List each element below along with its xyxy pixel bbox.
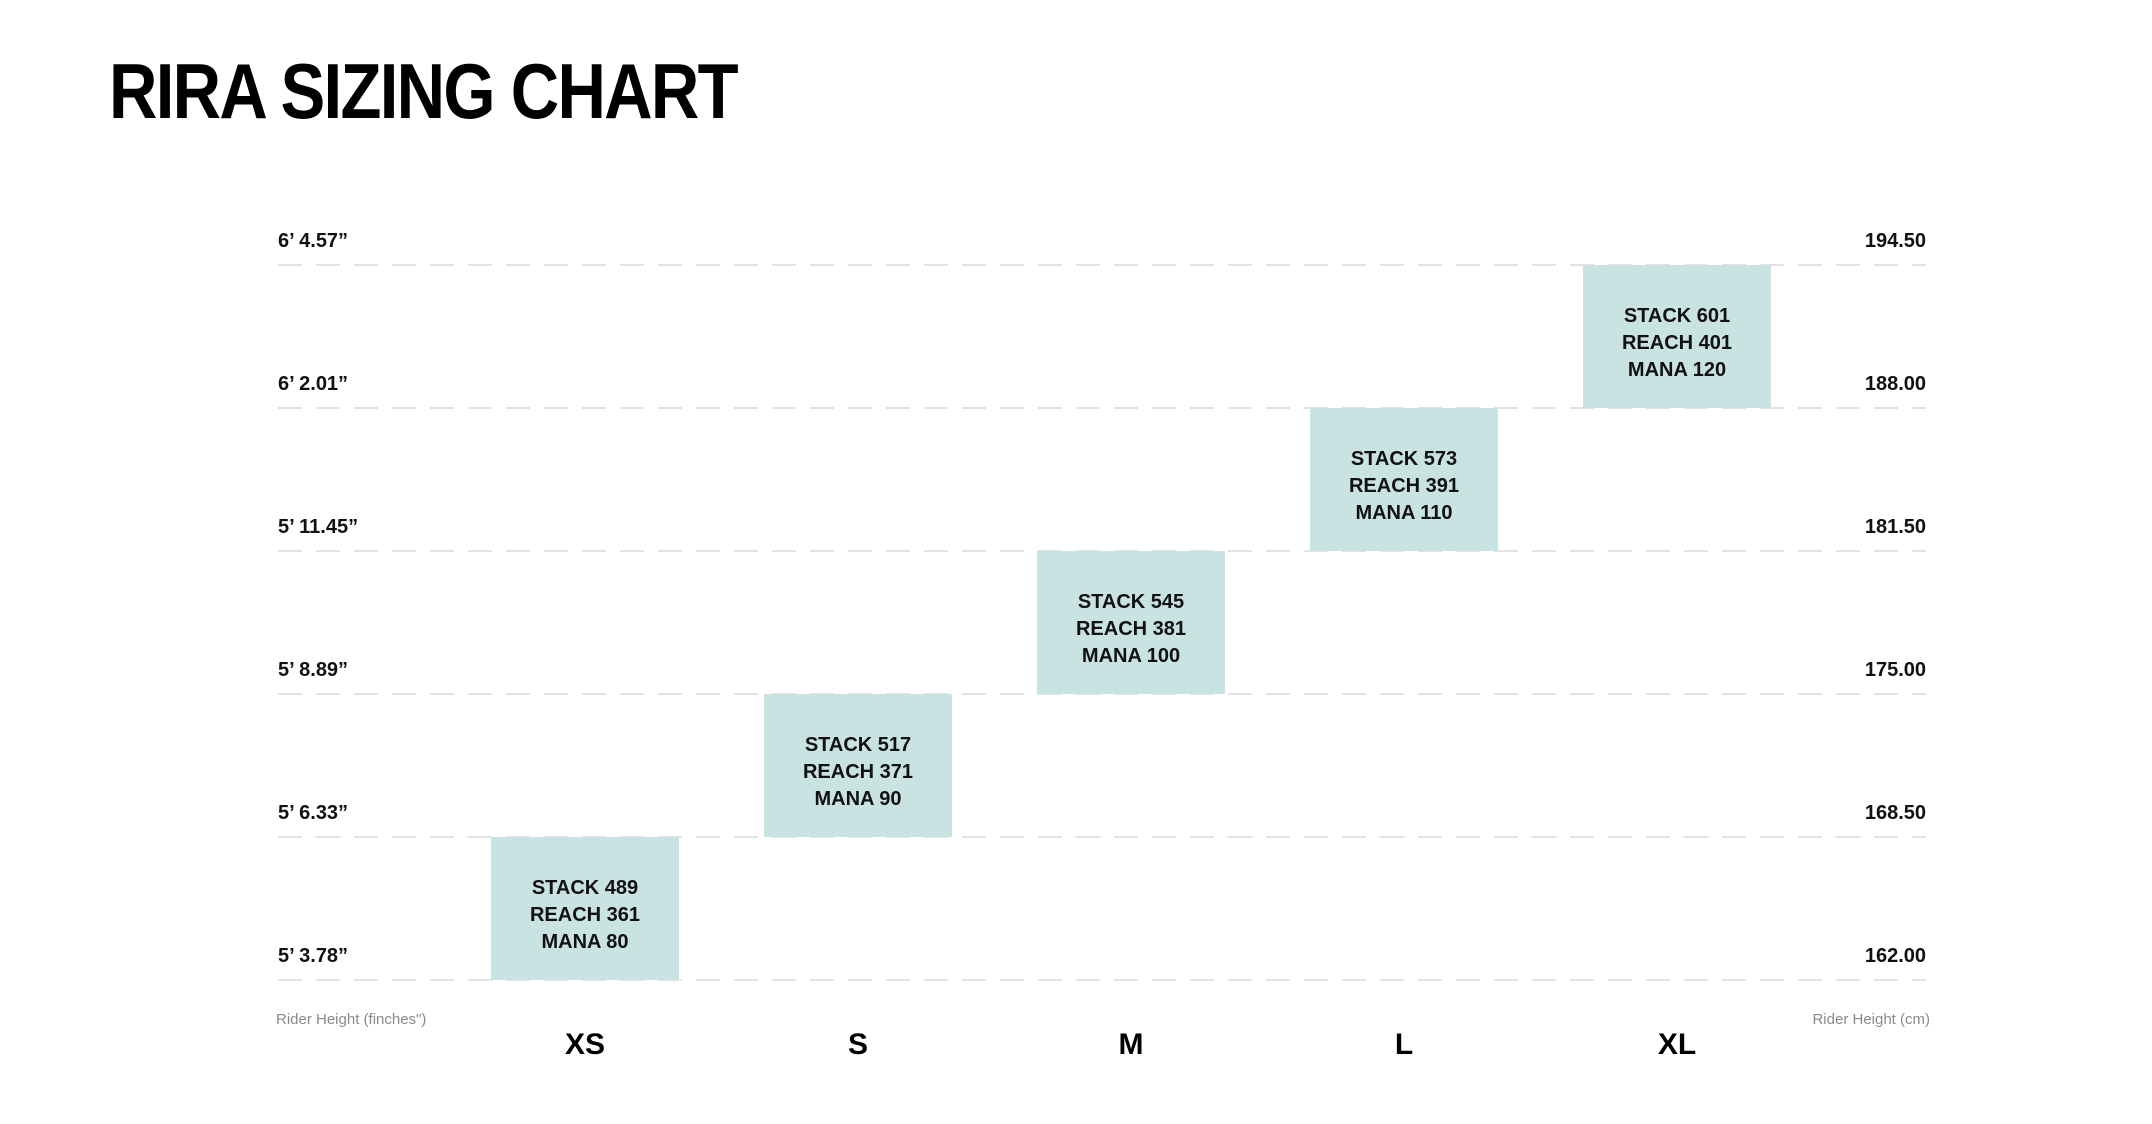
bar-data-label: MANA 80 — [541, 931, 628, 953]
left-tick-label: 6’ 2.01” — [278, 373, 348, 395]
bar-data-label: STACK 517 — [805, 734, 911, 756]
right-tick-label: 168.50 — [1865, 802, 1926, 824]
size-bar-xl — [1583, 265, 1771, 408]
right-tick-label: 181.50 — [1865, 516, 1926, 538]
left-tick-label: 6’ 4.57” — [278, 230, 348, 252]
bar-data-label: MANA 120 — [1628, 359, 1726, 381]
bar-data-label: REACH 361 — [530, 904, 640, 926]
bar-data-label: STACK 601 — [1624, 305, 1730, 327]
size-bar-xs — [491, 837, 679, 980]
left-tick-label: 5’ 6.33” — [278, 802, 348, 824]
left-tick-label: 5’ 11.45” — [278, 516, 358, 538]
size-label-xl: XL — [1658, 1028, 1696, 1061]
bar-data-label: MANA 90 — [814, 788, 901, 810]
bar-data-label: STACK 545 — [1078, 591, 1184, 613]
bar-data-label: STACK 489 — [532, 877, 638, 899]
bar-data-label: STACK 573 — [1351, 448, 1457, 470]
bar-data-label: REACH 391 — [1349, 475, 1459, 497]
size-bar-s — [764, 694, 952, 837]
size-label-xs: XS — [565, 1028, 605, 1061]
right-tick-label: 188.00 — [1865, 373, 1926, 395]
right-tick-label: 194.50 — [1865, 230, 1926, 252]
size-label-l: L — [1395, 1028, 1413, 1061]
left-axis-title: Rider Height (finches") — [276, 1011, 426, 1028]
size-bar-m — [1037, 551, 1225, 694]
page-title: RIRA SIZING CHART — [109, 47, 739, 135]
bar-data-label: REACH 401 — [1622, 332, 1732, 354]
right-axis-title: Rider Height (cm) — [1812, 1011, 1930, 1028]
bar-data-label: REACH 381 — [1076, 618, 1186, 640]
size-label-s: S — [848, 1028, 868, 1061]
size-bar-l — [1310, 408, 1498, 551]
size-label-m: M — [1119, 1028, 1144, 1061]
right-tick-label: 175.00 — [1865, 659, 1926, 681]
bar-data-label: MANA 110 — [1355, 502, 1452, 524]
bar-data-label: MANA 100 — [1082, 645, 1180, 667]
right-tick-label: 162.00 — [1865, 945, 1926, 967]
bar-data-label: REACH 371 — [803, 761, 913, 783]
left-tick-label: 5’ 3.78” — [278, 945, 348, 967]
left-tick-label: 5’ 8.89” — [278, 659, 348, 681]
